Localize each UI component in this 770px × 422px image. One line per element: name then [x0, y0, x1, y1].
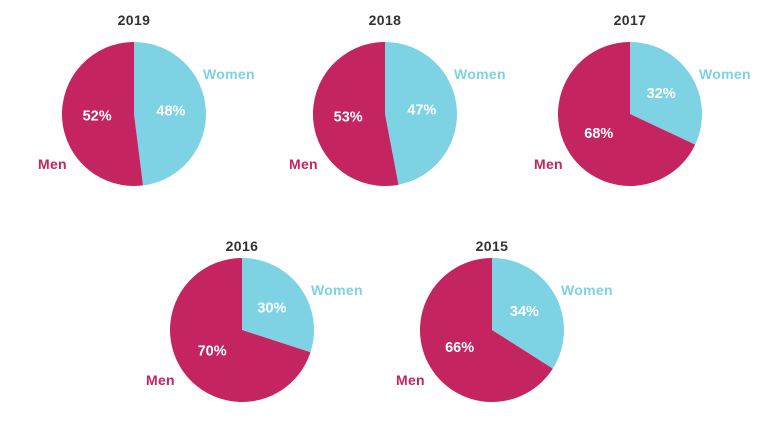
pie-chart-2015: 2015 34% 66% Women Men	[362, 216, 622, 422]
women-slice	[134, 42, 206, 186]
women-slice	[385, 42, 457, 185]
pie-2017: 32% 68%	[558, 42, 702, 186]
pie-2016: 30% 70%	[170, 258, 314, 402]
pie-chart-2016: 2016 30% 70% Women Men	[112, 216, 372, 422]
men-legend-label: Men	[146, 372, 175, 388]
women-legend-label: Women	[699, 66, 751, 82]
men-legend-label: Men	[534, 156, 563, 172]
men-percent-label: 68%	[584, 126, 613, 142]
men-percent-label: 66%	[445, 340, 474, 356]
women-legend-label: Women	[454, 66, 506, 82]
men-slice	[558, 42, 696, 186]
men-legend-label: Men	[38, 156, 67, 172]
pie-chart-2018: 2018 47% 53% Women Men	[255, 0, 515, 211]
women-percent-label: 47%	[407, 103, 436, 119]
women-slice	[242, 258, 314, 353]
pie-chart-2019: 2019 48% 52% Women Men	[4, 0, 264, 211]
men-legend-label: Men	[396, 372, 425, 388]
women-legend-label: Women	[311, 282, 363, 298]
women-legend-label: Women	[203, 66, 255, 82]
men-legend-label: Men	[289, 156, 318, 172]
pie-chart-2017: 2017 32% 68% Women Men	[500, 0, 760, 211]
pie-2019: 48% 52%	[62, 42, 206, 186]
women-percent-label: 34%	[510, 304, 539, 320]
pie-2015: 34% 66%	[420, 258, 564, 402]
women-percent-label: 48%	[156, 104, 185, 120]
women-percent-label: 32%	[647, 86, 676, 102]
women-percent-label: 30%	[257, 300, 286, 316]
men-slice	[313, 42, 399, 186]
men-percent-label: 53%	[334, 110, 363, 126]
women-slice	[630, 42, 702, 145]
women-slice	[492, 258, 564, 369]
women-legend-label: Women	[561, 282, 613, 298]
chart-title-2019: 2019	[117, 12, 151, 28]
chart-title-2018: 2018	[368, 12, 402, 28]
chart-title-2016: 2016	[225, 238, 259, 254]
chart-title-2015: 2015	[475, 238, 509, 254]
chart-title-2017: 2017	[613, 12, 647, 28]
men-slice	[62, 42, 144, 186]
men-percent-label: 70%	[198, 344, 227, 360]
men-percent-label: 52%	[83, 108, 112, 124]
men-slice	[420, 258, 553, 402]
men-slice	[170, 258, 311, 402]
pie-2018: 47% 53%	[313, 42, 457, 186]
